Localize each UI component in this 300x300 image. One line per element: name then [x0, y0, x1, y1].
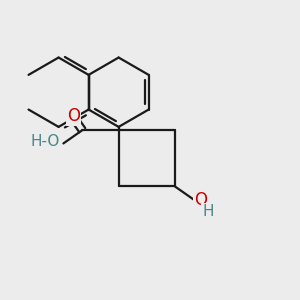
Text: H-O: H-O: [31, 134, 60, 149]
Text: O: O: [67, 107, 80, 125]
Text: H: H: [202, 204, 214, 219]
Text: O: O: [194, 191, 207, 209]
